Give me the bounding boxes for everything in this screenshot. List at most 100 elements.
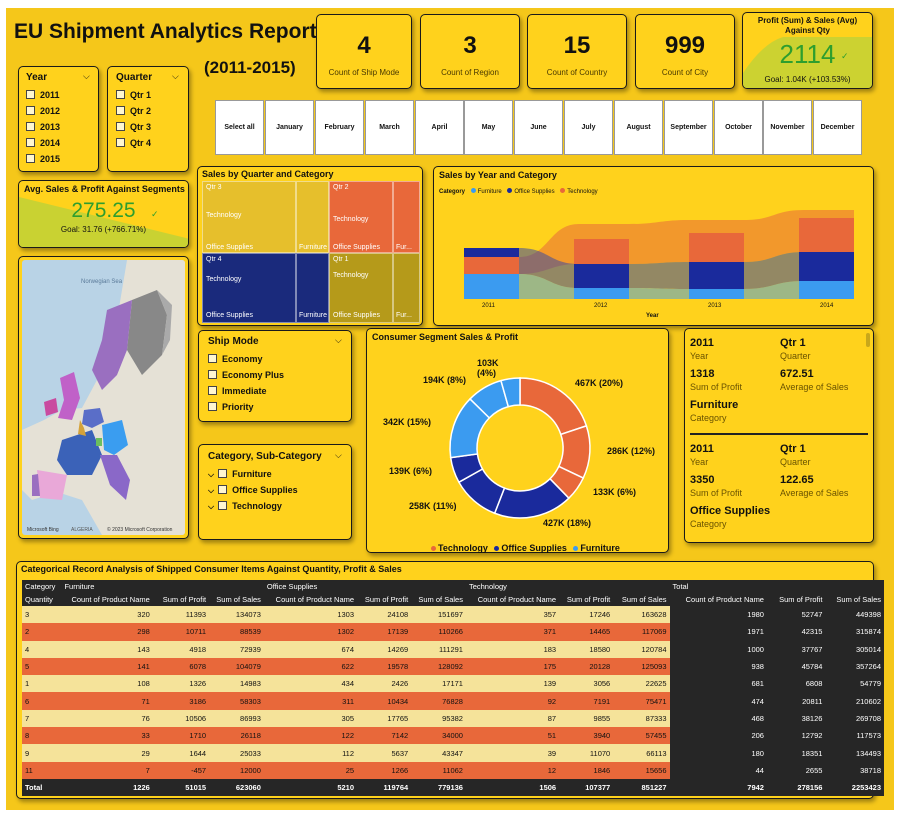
col-header[interactable]: Count of Product Name — [465, 593, 560, 606]
col-header[interactable]: Sum of Profit — [152, 593, 210, 606]
ribbon-segment[interactable] — [689, 262, 744, 289]
slicer-option[interactable]: 2011 — [26, 87, 60, 103]
slicer-option[interactable]: 2013 — [26, 119, 60, 135]
checkbox[interactable] — [116, 106, 125, 115]
ribbon-segment[interactable] — [689, 233, 744, 262]
slicer-option[interactable]: Immediate — [208, 383, 284, 399]
table-row[interactable]: 5 141 6078 104079 622 19578 128092 175 20128 1250… — [22, 657, 884, 676]
slicer-option[interactable]: 2012 — [26, 103, 60, 119]
slicer-option[interactable]: ⌵ Technology — [208, 501, 282, 511]
ship-mode-slicer[interactable]: Ship Mode ⌵ Economy Economy Plus Immedia… — [198, 330, 352, 422]
month-button[interactable]: December — [813, 100, 862, 155]
slicer-option[interactable]: 2015 — [26, 151, 60, 167]
ribbon-segment[interactable] — [799, 252, 854, 281]
year-slicer[interactable]: Year ⌵ 2011 2012 2013 2014 2015 — [18, 66, 99, 172]
col-header[interactable]: Sum of Sales — [613, 593, 670, 606]
checkbox[interactable] — [116, 122, 125, 131]
chevron-down-icon[interactable]: ⌵ — [335, 450, 342, 460]
checkbox[interactable] — [218, 501, 228, 510]
checkbox[interactable] — [208, 370, 217, 379]
table-row[interactable]: 2 298 10711 88539 1302 17139 110266 371 14465 117… — [22, 623, 884, 641]
ribbon-segment[interactable] — [574, 288, 629, 299]
slicer-option[interactable]: ⌵ Office Supplies — [208, 485, 298, 495]
slicer-option[interactable]: Qtr 3 — [116, 119, 151, 135]
checkbox[interactable] — [26, 154, 35, 163]
expand-chevron-icon[interactable]: ⌵ — [208, 470, 215, 479]
table-row[interactable]: 8 33 1710 26118 122 7142 34000 51 3940 57455 206 12… — [22, 727, 884, 745]
kpi-ship-mode[interactable]: 4 Count of Ship Mode — [316, 14, 412, 89]
month-button-select-all[interactable]: Select all — [215, 100, 264, 155]
treemap-q2-furniture[interactable]: Fur... — [393, 181, 420, 253]
checkbox[interactable] — [218, 469, 228, 478]
treemap-sales-quarter-category[interactable]: Sales by Quarter and Category Qtr 3 Tech… — [197, 166, 423, 326]
table-row[interactable]: 4 143 4918 72939 674 14269 111291 183 18580 12078… — [22, 640, 884, 658]
kpi-region[interactable]: 3 Count of Region — [420, 14, 520, 89]
col-header[interactable]: Sum of Profit — [357, 593, 412, 606]
col-header[interactable]: Technology — [465, 580, 670, 593]
month-button[interactable]: April — [415, 100, 464, 155]
ribbon-segment[interactable] — [464, 257, 519, 274]
month-button[interactable]: October — [714, 100, 763, 155]
donut-consumer-segment[interactable]: Consumer Segment Sales & Profit 467K (20… — [366, 328, 669, 553]
slicer-option[interactable]: 2014 — [26, 135, 60, 151]
col-header[interactable]: Sum of Sales — [209, 593, 264, 606]
col-header[interactable]: Office Supplies — [263, 580, 466, 593]
table-row[interactable]: 3 320 11393 134073 1303 24108 151697 357 17246 16… — [22, 606, 884, 624]
month-button[interactable]: August — [614, 100, 663, 155]
col-header[interactable]: Total — [669, 580, 884, 593]
treemap-q3-furniture[interactable]: Furniture — [296, 181, 329, 253]
col-header[interactable]: Sum of Sales — [825, 593, 884, 606]
ribbon-segment[interactable] — [464, 274, 519, 299]
table-row[interactable]: 9 29 1644 25033 112 5637 43347 39 11070 66113 180 1… — [22, 744, 884, 762]
month-button[interactable]: February — [315, 100, 364, 155]
kpi-city[interactable]: 999 Count of City — [635, 14, 735, 89]
slicer-option[interactable]: Qtr 4 — [116, 135, 151, 151]
col-header[interactable]: Sum of Profit — [559, 593, 614, 606]
slicer-option[interactable]: ⌵ Furniture — [208, 469, 272, 479]
treemap-q1-technology[interactable]: Qtr 1 Technology Office Supplies — [329, 253, 393, 323]
col-header[interactable]: Sum of Sales — [411, 593, 466, 606]
donut-slice[interactable] — [500, 377, 521, 408]
month-button[interactable]: July — [564, 100, 613, 155]
kpi-country[interactable]: 15 Count of Country — [527, 14, 627, 89]
checkbox[interactable] — [26, 122, 35, 131]
treemap-q2-technology[interactable]: Qtr 2 Technology Office Supplies — [329, 181, 393, 253]
month-button[interactable]: September — [664, 100, 713, 155]
category-subcategory-slicer[interactable]: Category, Sub-Category ⌵ ⌵ Furniture ⌵ Off… — [198, 444, 352, 540]
slicer-option[interactable]: Priority — [208, 399, 284, 415]
checkbox[interactable] — [116, 138, 125, 147]
table-row[interactable]: 7 76 10506 86993 305 17765 95382 87 9855 87333 468… — [22, 709, 884, 728]
expand-chevron-icon[interactable]: ⌵ — [208, 486, 215, 495]
checkbox[interactable] — [26, 106, 35, 115]
col-header[interactable]: Count of Product Name — [669, 593, 767, 606]
col-header[interactable]: Furniture — [61, 580, 264, 593]
month-button[interactable]: January — [265, 100, 314, 155]
checkbox[interactable] — [208, 354, 217, 363]
table-row[interactable]: 6 71 3186 58303 311 10434 76828 92 7191 75471 474 2… — [22, 692, 884, 710]
treemap-q3-technology[interactable]: Qtr 3 Technology Office Supplies — [202, 181, 296, 253]
checkbox[interactable] — [26, 90, 35, 99]
scrollbar[interactable] — [866, 333, 870, 347]
checkbox[interactable] — [208, 402, 217, 411]
slicer-option[interactable]: Economy Plus — [208, 367, 284, 383]
col-header[interactable]: Count of Product Name — [61, 593, 153, 606]
col-header[interactable]: Quantity — [22, 593, 62, 606]
eu-map[interactable]: Norwegian Sea ALGERIA Microsoft Bing © 2… — [18, 256, 189, 539]
segment-kpi-card[interactable]: Avg. Sales & Profit Against Segments 275… — [18, 180, 189, 248]
profit-kpi-card[interactable]: Profit (Sum) & Sales (Avg) Against Qty 2… — [742, 12, 873, 89]
month-button[interactable]: May — [464, 100, 513, 155]
slicer-option[interactable]: Economy — [208, 351, 284, 367]
slicer-option[interactable]: Qtr 1 — [116, 87, 151, 103]
ribbon-segment[interactable] — [689, 289, 744, 299]
month-button[interactable]: November — [763, 100, 812, 155]
quarter-slicer[interactable]: Quarter ⌵ Qtr 1 Qtr 2 Qtr 3 Qtr 4 — [107, 66, 189, 172]
treemap-q4-furniture[interactable]: Furniture — [296, 253, 329, 323]
col-header[interactable]: Count of Product Name — [263, 593, 358, 606]
treemap-q4-technology[interactable]: Qtr 4 Technology Office Supplies — [202, 253, 296, 323]
chevron-down-icon[interactable]: ⌵ — [335, 335, 342, 345]
checkbox[interactable] — [116, 90, 125, 99]
ribbon-chart-sales-year-category[interactable]: Sales by Year and Category Category Furn… — [433, 166, 874, 326]
table-row[interactable]: 11 7 -457 12000 25 1266 11062 12 1846 15656 44 2655… — [22, 761, 884, 779]
slicer-option[interactable]: Qtr 2 — [116, 103, 151, 119]
col-header[interactable]: Sum of Profit — [766, 593, 826, 606]
